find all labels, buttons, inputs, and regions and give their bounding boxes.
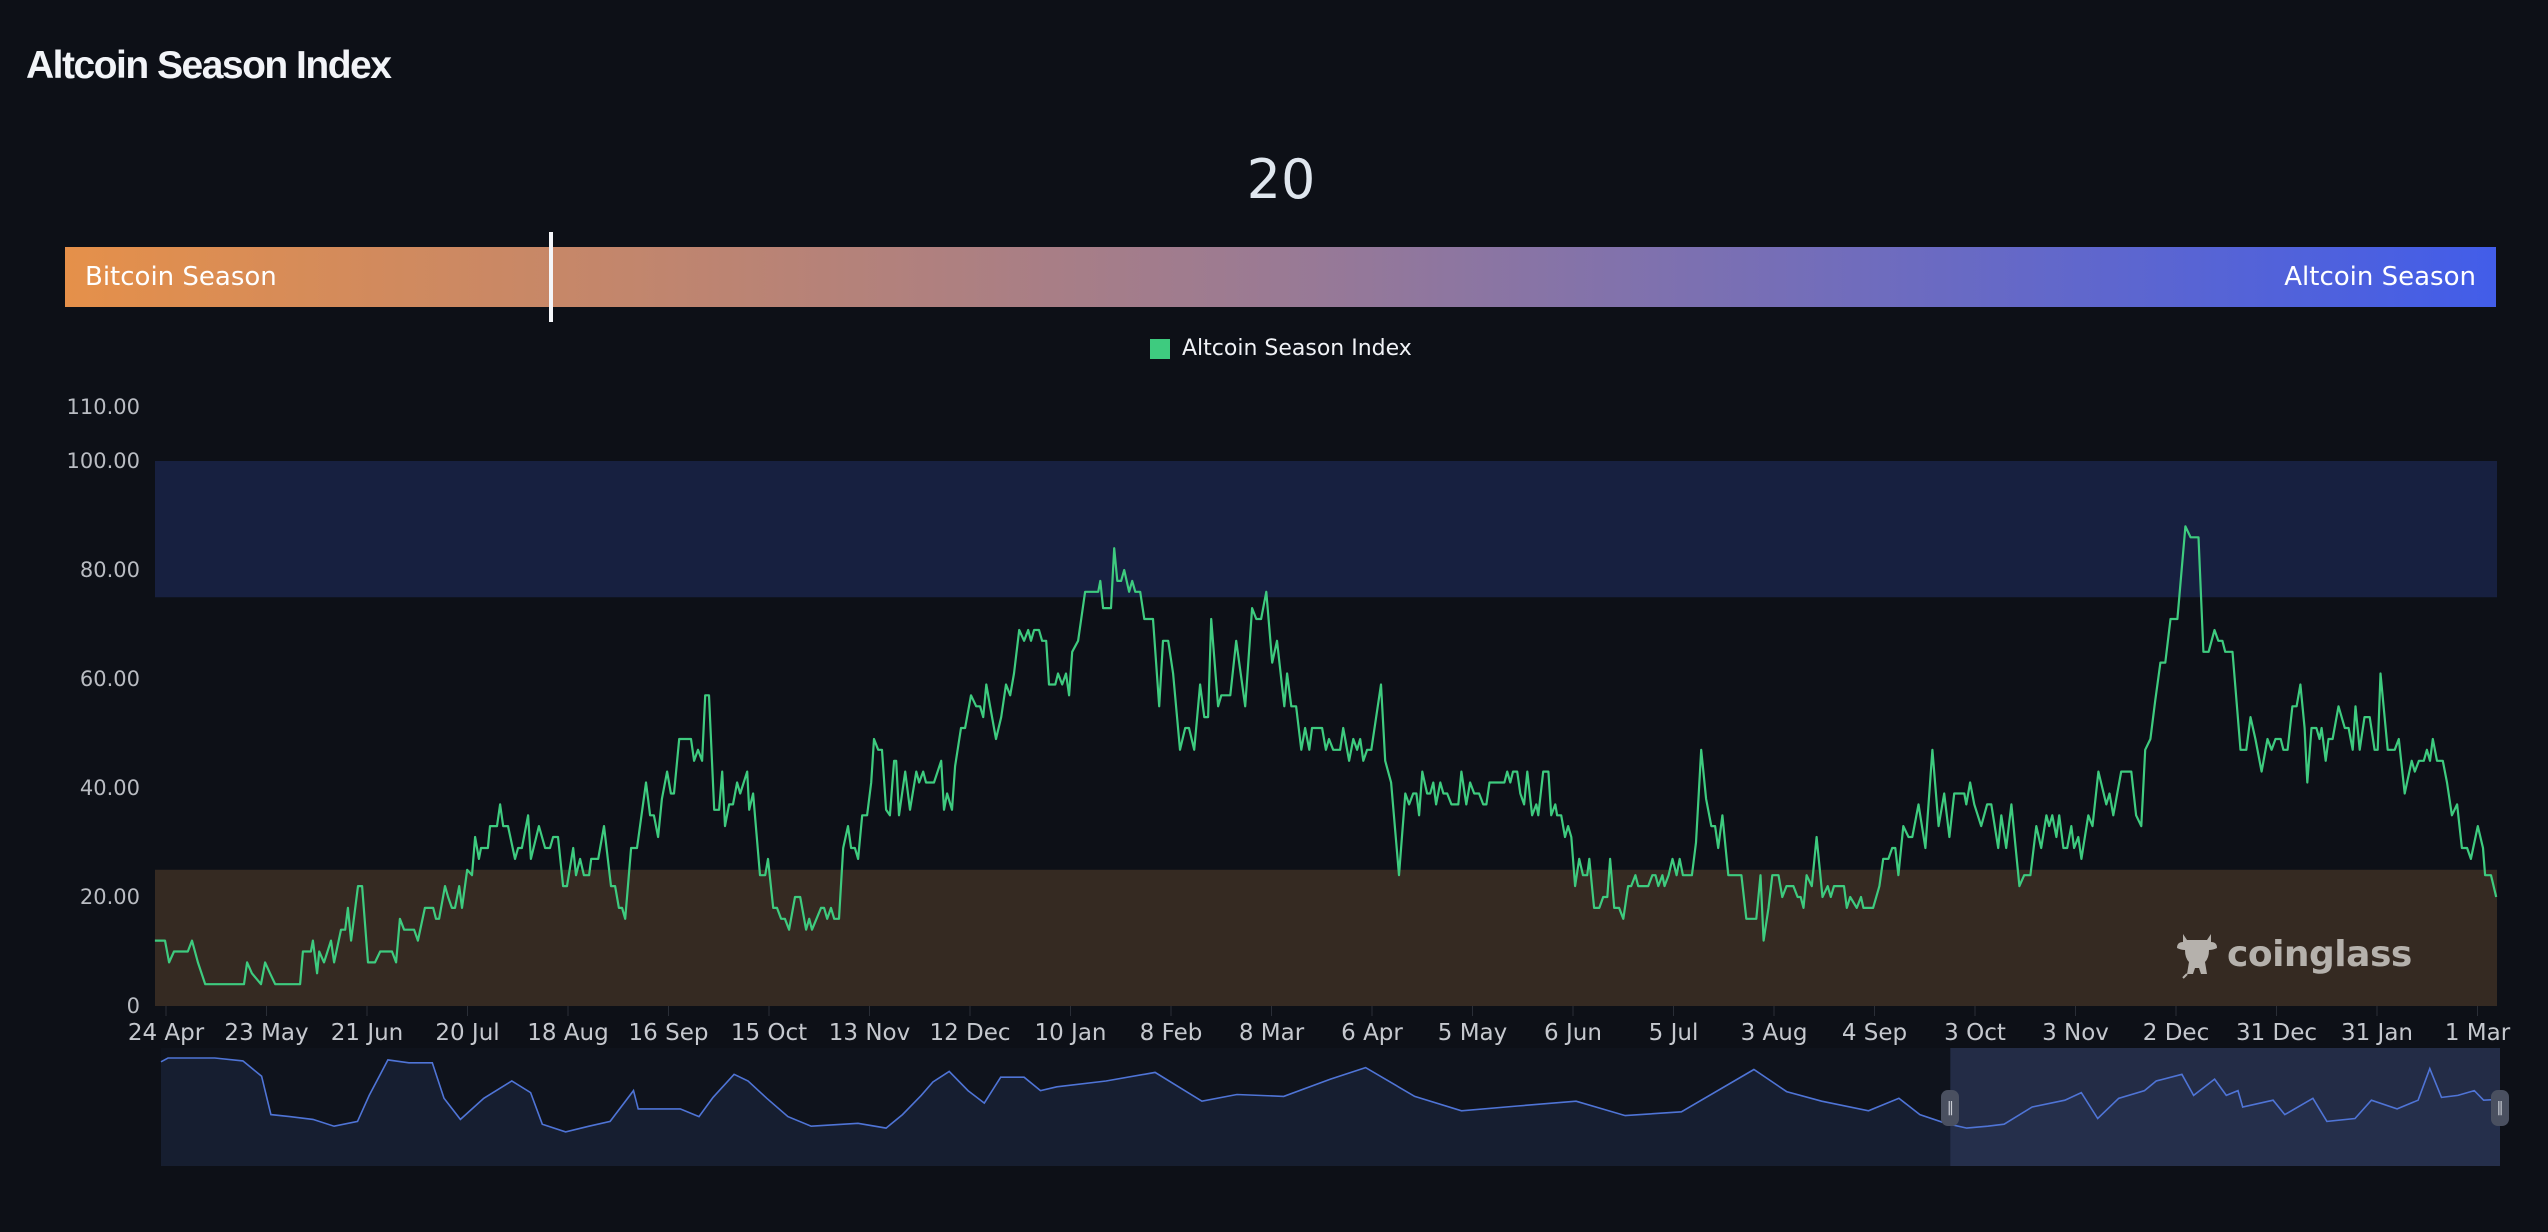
watermark-text: coinglass: [2227, 933, 2412, 975]
x-axis-label: 13 Nov: [828, 1020, 911, 1046]
coinglass-bull-icon: [2177, 934, 2217, 979]
x-axis-label: 6 Jun: [1544, 1020, 1602, 1046]
x-axis-label: 3 Oct: [1944, 1020, 2006, 1046]
gauge-marker: [549, 232, 554, 322]
page-title: Altcoin Season Index: [26, 44, 392, 87]
season-gauge-bar: Bitcoin Season Altcoin Season: [65, 247, 2496, 307]
x-axis-label: 16 Sep: [628, 1020, 709, 1046]
altcoin-season-zone: [155, 461, 2497, 598]
x-axis-label: 20 Jul: [435, 1020, 500, 1046]
x-axis-label: 12 Dec: [929, 1020, 1011, 1046]
x-axis-label: 23 May: [224, 1020, 309, 1046]
x-axis-label: 5 Jul: [1648, 1020, 1699, 1046]
x-axis-label: 3 Nov: [2042, 1020, 2109, 1046]
y-axis-label: 20.00: [79, 885, 140, 909]
navigator-selection[interactable]: [1950, 1048, 2500, 1166]
gauge-value: 20: [1246, 148, 1316, 211]
y-axis-label: 60.00: [79, 667, 140, 691]
x-axis-label: 2 Dec: [2142, 1020, 2210, 1046]
x-axis-label: 4 Sep: [1841, 1020, 1908, 1046]
navigator-line: [160, 1057, 2501, 1133]
bitcoin-season-zone: [155, 869, 2497, 1006]
x-axis-label: 24 Apr: [127, 1020, 205, 1046]
x-axis-label: 6 Apr: [1341, 1020, 1403, 1046]
coinglass-watermark: coinglass: [2175, 928, 2412, 980]
y-axis-label: 80.00: [79, 558, 140, 582]
chart-legend[interactable]: Altcoin Season Index: [1150, 336, 1412, 361]
navigator-area: [161, 1058, 2500, 1166]
x-axis-label: 5 May: [1437, 1020, 1508, 1046]
x-axis-label: 15 Oct: [730, 1020, 808, 1046]
navigator-handle-right[interactable]: ‖: [2491, 1090, 2509, 1126]
y-axis-label: 100.00: [66, 449, 140, 473]
bitcoin-season-label: Bitcoin Season: [85, 262, 277, 292]
x-axis-label: 8 Feb: [1139, 1020, 1203, 1046]
y-axis-label: 110.00: [66, 394, 140, 419]
y-axis-label: 40.00: [79, 776, 140, 800]
navigator-handle-left[interactable]: ‖: [1941, 1090, 1960, 1126]
x-axis-label: 10 Jan: [1034, 1020, 1107, 1046]
x-axis-label: 31 Dec: [2235, 1020, 2318, 1046]
x-axis-label: 21 Jun: [330, 1020, 404, 1046]
x-axis-label: 3 Aug: [1740, 1020, 1808, 1046]
x-axis-label: 8 Mar: [1238, 1020, 1305, 1046]
altcoin-season-label: Altcoin Season: [2284, 262, 2476, 292]
x-axis-label: 18 Aug: [527, 1020, 609, 1046]
x-axis-label: 1 Mar: [2444, 1020, 2511, 1046]
legend-swatch-icon: [1150, 338, 1170, 359]
x-axis-ticks: [165, 1006, 2478, 1016]
x-axis-label: 31 Jan: [2340, 1020, 2414, 1046]
y-axis-label: 0: [126, 994, 140, 1018]
altcoin-season-index-line[interactable]: [154, 525, 2498, 986]
legend-label: Altcoin Season Index: [1182, 336, 1412, 361]
